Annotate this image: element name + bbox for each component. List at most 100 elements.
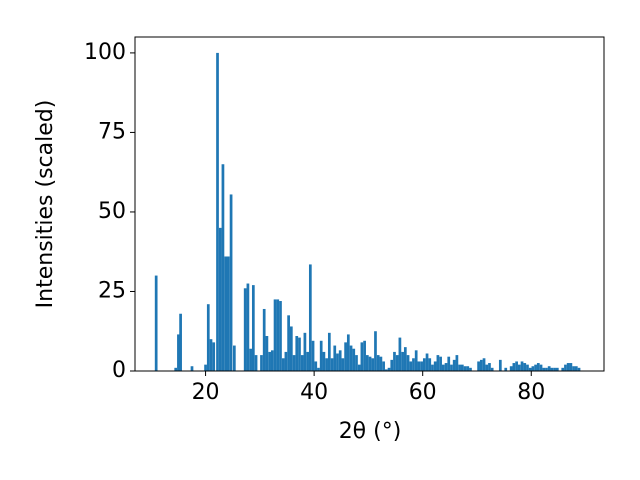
bar	[520, 361, 524, 371]
bar	[360, 342, 364, 371]
bar	[384, 369, 388, 371]
bar	[441, 364, 445, 371]
bar	[346, 334, 350, 371]
x-tick-label: 60	[409, 380, 437, 405]
bar	[382, 361, 385, 371]
bar	[325, 358, 328, 371]
bar	[485, 364, 489, 371]
bar	[341, 358, 345, 371]
bar	[390, 359, 394, 371]
bar	[431, 364, 434, 371]
bar	[417, 361, 421, 371]
bar	[450, 364, 453, 371]
bar	[452, 359, 456, 371]
bar	[439, 356, 442, 371]
bar	[433, 361, 437, 371]
x-axis-label: 2θ (°)	[339, 419, 402, 444]
bar	[311, 340, 315, 371]
bar	[374, 331, 377, 371]
y-tick-label: 0	[112, 358, 126, 383]
bar	[577, 367, 581, 371]
y-axis-label: Intensities (scaled)	[33, 100, 58, 309]
bar	[517, 364, 521, 371]
bar	[406, 355, 410, 371]
bar	[425, 353, 429, 371]
bar	[333, 345, 337, 371]
bar	[376, 355, 380, 371]
bar	[469, 367, 472, 371]
bar	[174, 367, 178, 371]
bar	[363, 340, 366, 371]
bar	[298, 337, 301, 371]
y-tick-label: 100	[84, 40, 126, 65]
bar	[295, 336, 299, 371]
bar	[243, 288, 247, 371]
bar	[536, 363, 540, 371]
bar	[504, 367, 508, 371]
bar	[420, 361, 423, 371]
bar	[569, 363, 573, 371]
bar	[251, 285, 255, 371]
bar	[460, 364, 464, 371]
bar	[466, 366, 470, 371]
bar	[262, 308, 266, 371]
bar	[458, 364, 461, 371]
bar	[338, 350, 342, 371]
bar	[365, 355, 369, 371]
bar	[564, 364, 567, 371]
bar	[482, 358, 486, 371]
bar	[330, 358, 334, 371]
bar	[336, 353, 339, 371]
bar	[303, 332, 307, 371]
bar	[206, 304, 210, 371]
x-tick-label: 40	[300, 380, 328, 405]
y-tick-label: 50	[98, 199, 126, 224]
bar	[523, 363, 527, 371]
bar	[322, 351, 326, 371]
y-tick-label: 75	[98, 119, 126, 144]
bar	[422, 358, 426, 371]
bar	[574, 366, 578, 371]
bar	[260, 355, 263, 371]
bar	[534, 364, 537, 371]
bar	[227, 256, 230, 371]
bar	[547, 366, 551, 371]
bar	[212, 342, 216, 371]
bar	[553, 367, 556, 371]
bar	[344, 342, 347, 371]
bar	[371, 358, 375, 371]
bar	[455, 355, 459, 371]
bar	[477, 361, 480, 371]
bar	[368, 356, 372, 371]
bar	[387, 367, 391, 371]
bar	[555, 367, 559, 371]
bar	[444, 363, 448, 371]
bar	[229, 194, 233, 371]
bar	[218, 227, 222, 371]
bar	[561, 367, 565, 371]
bar	[401, 351, 404, 371]
bar	[539, 364, 543, 371]
bar	[395, 355, 399, 371]
bar	[512, 363, 516, 371]
bar	[379, 356, 383, 371]
bar	[190, 366, 194, 371]
bar	[479, 359, 483, 371]
bar	[436, 355, 440, 371]
bar	[545, 367, 548, 371]
bar	[403, 347, 407, 371]
bar	[412, 358, 415, 371]
bar	[246, 283, 250, 371]
bar	[287, 315, 290, 371]
bar	[566, 363, 570, 371]
bar	[463, 366, 467, 371]
bar	[531, 366, 535, 371]
bar	[300, 355, 304, 371]
bar	[276, 299, 280, 371]
bar	[268, 351, 271, 371]
bar	[355, 355, 358, 371]
bar	[279, 301, 282, 371]
bar	[154, 275, 158, 371]
bar	[317, 367, 320, 371]
